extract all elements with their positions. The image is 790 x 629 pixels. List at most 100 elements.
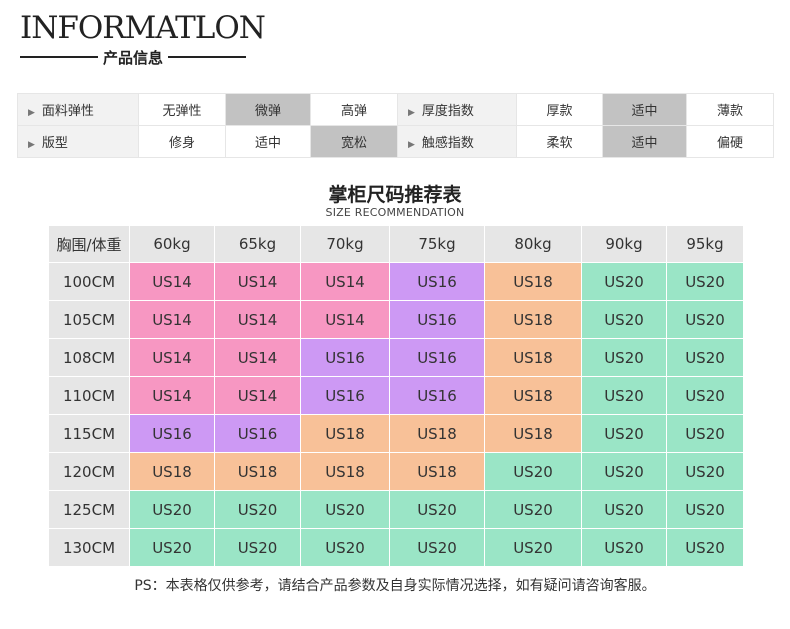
size-row: 100CM US14 US14 US14 US16 US18 US20 US20 (48, 262, 744, 301)
size-cell: US18 (300, 452, 390, 491)
size-cell: US18 (300, 414, 390, 453)
attribute-name: 厚度指数 (421, 104, 474, 119)
triangle-right-icon: ▶ (408, 140, 415, 150)
option-selected: 微弹 (225, 93, 311, 126)
option: 偏硬 (686, 125, 774, 158)
size-cell: US20 (300, 490, 390, 529)
size-cell: US14 (129, 376, 215, 415)
chest-header: 120CM (48, 452, 130, 491)
size-cell: US20 (581, 452, 667, 491)
size-table-subtitle: SIZE RECOMMENDATION (325, 206, 465, 219)
chest-header: 110CM (48, 376, 130, 415)
option: 高弹 (310, 93, 398, 126)
option-selected: 宽松 (310, 125, 398, 158)
size-cell: US16 (214, 414, 301, 453)
attribute-label: ▶ 触感指数 (397, 125, 517, 158)
attribute-name: 触感指数 (421, 136, 474, 151)
size-cell: US20 (484, 490, 582, 529)
size-cell: US20 (666, 300, 744, 339)
size-cell: US16 (300, 338, 390, 377)
size-cell: US20 (129, 490, 215, 529)
size-cell: US14 (214, 262, 301, 301)
weight-header: 80kg (484, 225, 582, 263)
size-cell: US14 (129, 300, 215, 339)
size-cell: US18 (214, 452, 301, 491)
size-row: 130CM US20 US20 US20 US20 US20 US20 US20 (48, 528, 744, 567)
size-cell: US18 (389, 452, 485, 491)
attribute-label: ▶ 面料弹性 (17, 93, 139, 126)
triangle-right-icon: ▶ (408, 108, 415, 118)
chest-header: 130CM (48, 528, 130, 567)
header-title: INFORMATLON (20, 10, 266, 46)
weight-header: 70kg (300, 225, 390, 263)
size-cell: US20 (581, 528, 667, 567)
size-cell: US14 (214, 338, 301, 377)
size-cell: US20 (666, 490, 744, 529)
option-selected: 适中 (602, 93, 687, 126)
triangle-right-icon: ▶ (28, 140, 35, 150)
attribute-label: ▶ 厚度指数 (397, 93, 517, 126)
header-subtitle: 产品信息 (103, 48, 164, 67)
option-selected: 适中 (602, 125, 687, 158)
size-cell: US18 (484, 376, 582, 415)
size-table-title: 掌柜尺码推荐表 (328, 184, 462, 206)
size-cell: US18 (484, 262, 582, 301)
size-cell: US14 (300, 262, 390, 301)
size-cell: US20 (666, 376, 744, 415)
chest-header: 100CM (48, 262, 130, 301)
size-cell: US16 (300, 376, 390, 415)
size-recommendation-table: 胸围/体重 60kg 65kg 70kg 75kg 80kg 90kg 95kg 100CM U… (48, 225, 744, 567)
option: 厚款 (516, 93, 603, 126)
size-cell: US20 (129, 528, 215, 567)
chest-header: 108CM (48, 338, 130, 377)
divider-line-left (20, 56, 98, 58)
option: 柔软 (516, 125, 603, 158)
size-cell: US20 (389, 490, 485, 529)
size-cell: US20 (666, 262, 744, 301)
size-row: 110CM US14 US14 US16 US16 US18 US20 US20 (48, 376, 744, 415)
size-cell: US14 (129, 262, 215, 301)
size-cell: US20 (484, 528, 582, 567)
size-cell: US18 (484, 338, 582, 377)
size-cell: US14 (300, 300, 390, 339)
size-cell: US20 (389, 528, 485, 567)
size-cell: US16 (129, 414, 215, 453)
attribute-label: ▶ 版型 (17, 125, 139, 158)
size-cell: US14 (129, 338, 215, 377)
size-row: 108CM US14 US14 US16 US16 US18 US20 US20 (48, 338, 744, 377)
weight-header: 95kg (666, 225, 744, 263)
info-row: ▶ 版型 修身 适中 宽松 ▶ 触感指数 柔软 适中 偏硬 (17, 125, 774, 158)
weight-header: 60kg (129, 225, 215, 263)
option: 无弹性 (138, 93, 226, 126)
size-cell: US20 (581, 376, 667, 415)
size-cell: US18 (129, 452, 215, 491)
size-cell: US20 (666, 528, 744, 567)
size-cell: US14 (214, 376, 301, 415)
size-cell: US20 (666, 452, 744, 491)
product-info-table: ▶ 面料弹性 无弹性 微弹 高弹 ▶ 厚度指数 厚款 适中 薄款 ▶ 版型 修身 适中 宽松 ▶ 触感指数 柔软适… (17, 93, 774, 158)
option: 薄款 (686, 93, 774, 126)
size-row: 115CM US16 US16 US18 US18 US18 US20 US20 (48, 414, 744, 453)
size-cell: US20 (581, 300, 667, 339)
chest-header: 105CM (48, 300, 130, 339)
size-cell: US20 (214, 528, 301, 567)
size-cell: US16 (389, 376, 485, 415)
size-cell: US16 (389, 262, 485, 301)
weight-header: 90kg (581, 225, 667, 263)
size-cell: US16 (389, 338, 485, 377)
corner-header: 胸围/体重 (48, 225, 130, 263)
size-cell: US20 (666, 338, 744, 377)
divider-line-right (168, 56, 247, 58)
size-table-header: 胸围/体重 60kg 65kg 70kg 75kg 80kg 90kg 95kg (48, 225, 744, 263)
size-cell: US20 (484, 452, 582, 491)
size-cell: US20 (300, 528, 390, 567)
size-row: 120CM US18 US18 US18 US18 US20 US20 US20 (48, 452, 744, 491)
size-cell: US20 (581, 338, 667, 377)
size-cell: US18 (484, 414, 582, 453)
option: 适中 (225, 125, 311, 158)
chest-header: 115CM (48, 414, 130, 453)
size-cell: US14 (214, 300, 301, 339)
weight-header: 75kg (389, 225, 485, 263)
triangle-right-icon: ▶ (28, 108, 35, 118)
attribute-name: 面料弹性 (41, 104, 94, 119)
